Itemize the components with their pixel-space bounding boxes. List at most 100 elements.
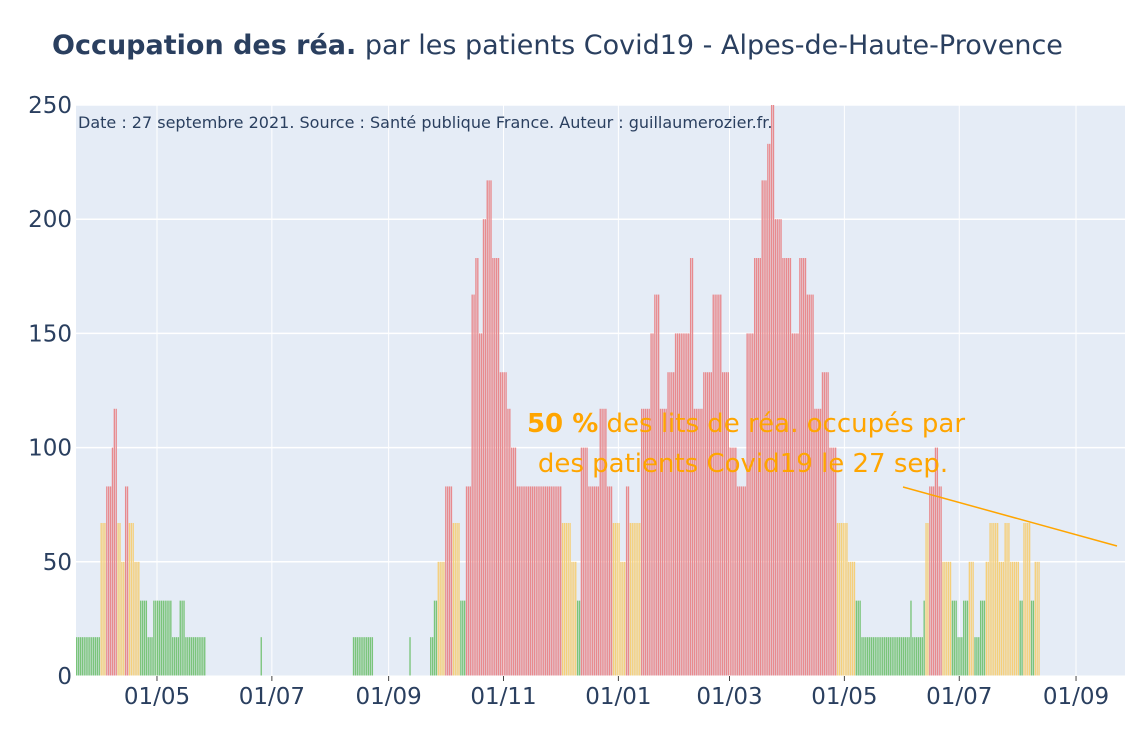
bar xyxy=(119,522,121,676)
bar xyxy=(932,486,935,676)
bar xyxy=(477,258,479,676)
annotation-arrow-line xyxy=(902,486,1118,547)
bar xyxy=(659,408,662,676)
bar xyxy=(802,258,805,676)
bar xyxy=(761,180,763,676)
bar xyxy=(720,294,722,676)
bar xyxy=(904,637,907,676)
bar xyxy=(629,522,632,676)
bar xyxy=(746,333,748,676)
bar xyxy=(983,600,986,676)
bar xyxy=(769,143,771,676)
bar xyxy=(439,561,441,676)
bar xyxy=(665,408,667,676)
bar xyxy=(989,522,991,676)
bar xyxy=(953,600,955,676)
bar xyxy=(607,486,609,676)
bar xyxy=(113,408,116,676)
bar xyxy=(829,447,831,676)
bar xyxy=(512,447,515,676)
bar xyxy=(757,258,760,676)
bar xyxy=(96,637,99,676)
bar xyxy=(1008,522,1010,676)
bar xyxy=(495,258,498,676)
chart-title: Occupation des réa. par les patients Cov… xyxy=(52,30,1063,61)
bar xyxy=(183,600,185,676)
annotation-line-2: des patients Covid19 le 27 sep. xyxy=(538,449,948,479)
bar xyxy=(409,637,411,676)
bar xyxy=(533,486,535,676)
bar xyxy=(770,105,773,676)
bar xyxy=(1036,561,1038,676)
bar xyxy=(140,600,142,676)
bar xyxy=(556,486,558,676)
bar xyxy=(104,522,106,676)
bar xyxy=(838,522,841,676)
bar xyxy=(631,522,633,676)
bar xyxy=(866,637,869,676)
bar xyxy=(705,372,707,676)
bar xyxy=(938,486,940,676)
bar xyxy=(974,637,976,676)
bar xyxy=(793,333,795,676)
bar xyxy=(126,486,129,676)
bar xyxy=(1028,522,1031,676)
bar xyxy=(524,486,526,676)
bar xyxy=(752,333,754,676)
bar xyxy=(669,372,671,676)
bar xyxy=(354,637,357,676)
bar xyxy=(902,637,905,676)
bar xyxy=(972,561,974,676)
bar xyxy=(834,447,837,676)
annotation-pct: % xyxy=(563,409,598,439)
bar xyxy=(880,637,882,676)
bar xyxy=(603,408,605,676)
bar xyxy=(91,637,93,676)
bar xyxy=(648,408,650,676)
bar xyxy=(1023,522,1025,676)
bar xyxy=(76,637,78,676)
bar xyxy=(882,637,884,676)
bar xyxy=(196,637,198,676)
bar xyxy=(725,372,728,676)
bar xyxy=(529,486,532,676)
bar xyxy=(560,486,562,676)
bar xyxy=(737,486,739,676)
bar xyxy=(89,637,91,676)
bar xyxy=(130,522,132,676)
bar xyxy=(872,637,874,676)
bar xyxy=(364,637,366,676)
bar xyxy=(526,486,528,676)
bar xyxy=(976,637,978,676)
bar xyxy=(147,637,149,676)
bar xyxy=(460,600,462,676)
y-tick-label: 0 xyxy=(57,664,72,690)
bar xyxy=(522,486,524,676)
bar xyxy=(175,637,178,676)
bar xyxy=(494,258,496,676)
bar xyxy=(1015,561,1018,676)
bar xyxy=(492,258,494,676)
bar xyxy=(1034,561,1036,676)
bar xyxy=(703,372,705,676)
y-tick-label: 250 xyxy=(28,93,72,119)
bar xyxy=(194,637,197,676)
bar xyxy=(584,447,586,676)
bar xyxy=(582,447,584,676)
bar xyxy=(701,408,703,676)
y-tick-label: 50 xyxy=(43,550,72,576)
bar xyxy=(671,372,673,676)
bar xyxy=(115,408,117,676)
bar xyxy=(640,408,643,676)
bar xyxy=(177,637,180,676)
bar xyxy=(108,486,110,676)
bar xyxy=(456,522,458,676)
bar xyxy=(200,637,202,676)
bar xyxy=(678,333,681,676)
bar xyxy=(947,561,950,676)
bar xyxy=(571,561,573,676)
bar xyxy=(511,447,513,676)
bar xyxy=(79,637,82,676)
bar xyxy=(870,637,873,676)
bar xyxy=(795,333,797,676)
